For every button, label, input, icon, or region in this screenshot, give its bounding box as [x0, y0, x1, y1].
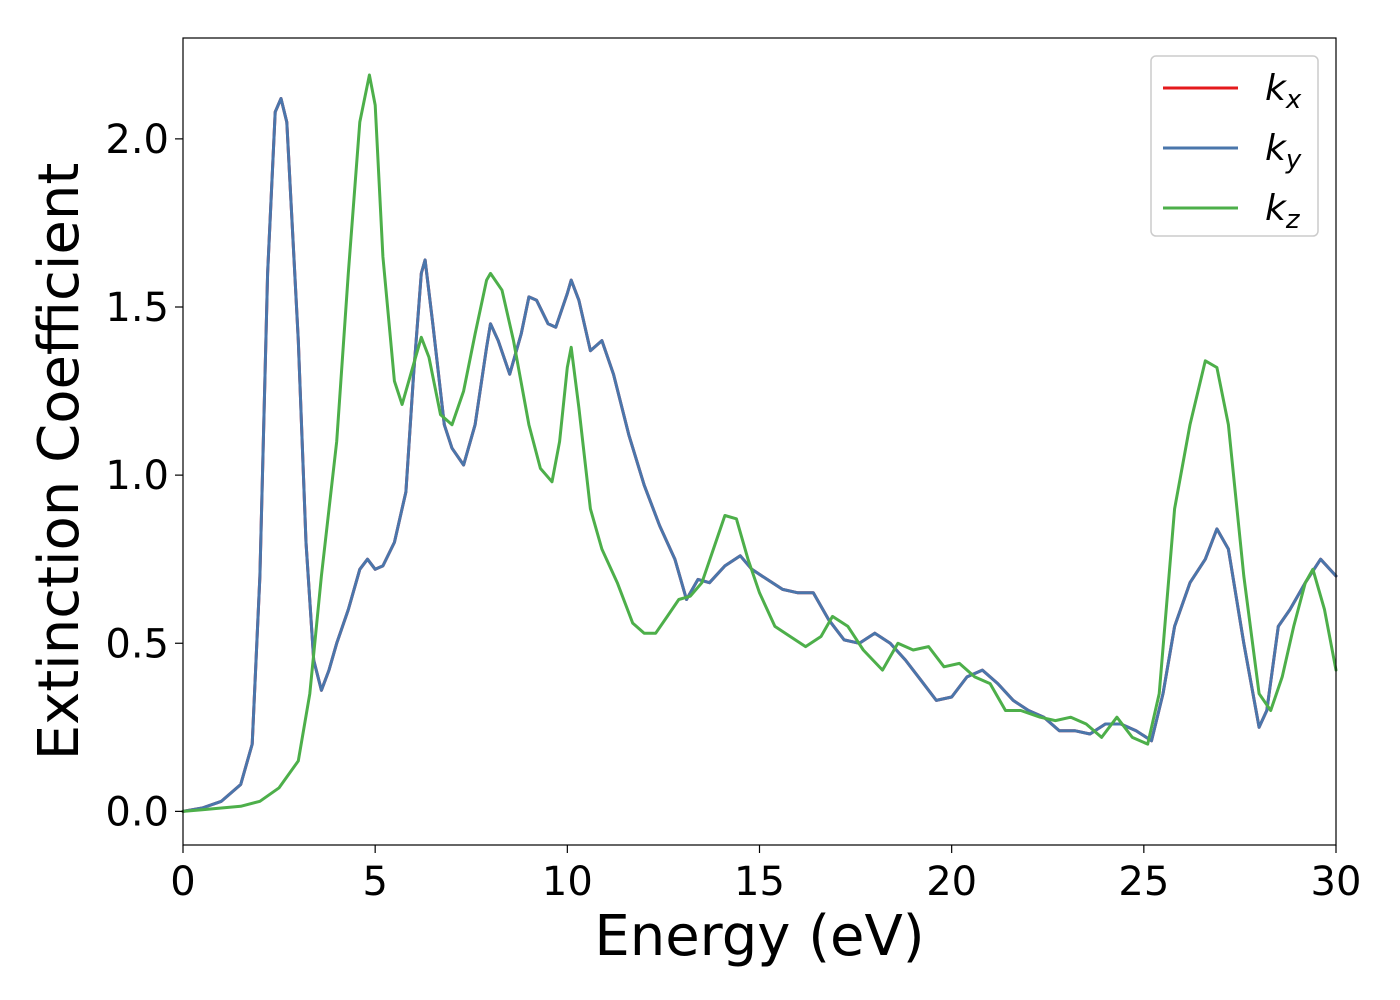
series-layer — [181, 73, 1338, 813]
legend: kx ky kz — [1150, 55, 1319, 237]
y-tick-label: 2.0 — [105, 117, 169, 163]
y-axis-label: Extinction Coefficient — [27, 163, 92, 761]
x-tick-label: 20 — [926, 859, 977, 905]
legend-label-kz: kz — [1265, 188, 1301, 235]
x-axis-label: Energy (eV) — [594, 904, 924, 969]
x-tick-label: 10 — [542, 859, 593, 905]
ticks-layer: 0 5 10 15 20 25 30 0.0 0.5 1.0 1.5 2.0 — [105, 117, 1361, 905]
x-tick-label: 0 — [170, 859, 195, 905]
legend-box — [1150, 55, 1319, 237]
legend-label-kx: kx — [1265, 68, 1302, 115]
series-line-kz — [181, 73, 1338, 813]
x-tick-label: 30 — [1311, 859, 1362, 905]
legend-items: kx ky kz — [1163, 68, 1302, 235]
legend-label-ky: ky — [1265, 128, 1302, 175]
x-tick-label: 5 — [362, 859, 387, 905]
y-tick-label: 0.5 — [105, 621, 169, 667]
x-tick-label: 25 — [1118, 859, 1169, 905]
x-tick-label: 15 — [734, 859, 785, 905]
y-tick-label: 1.5 — [105, 285, 169, 331]
y-tick-label: 0.0 — [105, 789, 169, 835]
y-tick-label: 1.0 — [105, 453, 169, 499]
